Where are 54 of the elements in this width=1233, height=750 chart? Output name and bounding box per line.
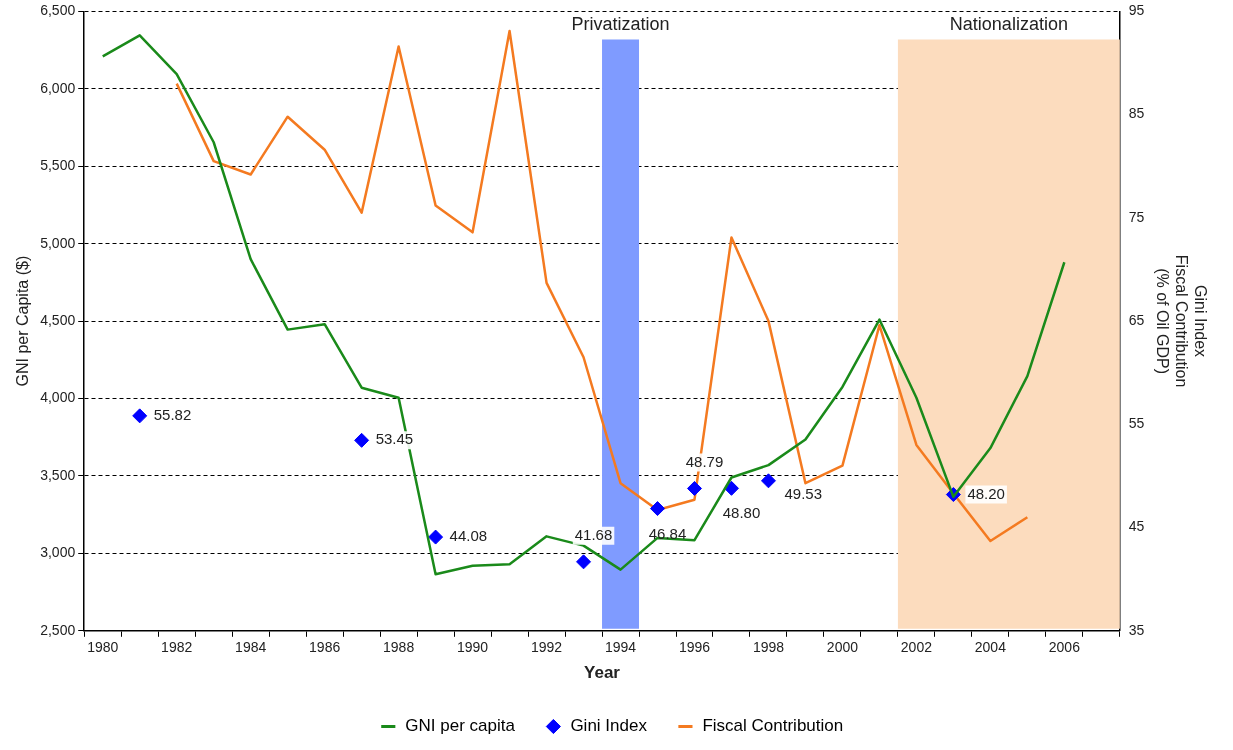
x-axis-title: Year (584, 663, 621, 683)
data-label: 48.20 (967, 484, 1005, 502)
y2-tick-label: 95 (1128, 2, 1145, 19)
y2-tick-label: 55 (1128, 415, 1145, 432)
point (650, 501, 666, 517)
y2-axis-title: Gini Index Fiscal Contribution (% of Oil GDP) (1153, 254, 1209, 388)
point (576, 554, 592, 570)
data-label: 46.84 (648, 524, 687, 542)
x-tick-label: 1988 (383, 639, 415, 656)
y-tick-label: 6,500 (40, 2, 76, 19)
data-label: 48.79 (685, 452, 724, 470)
y2-tick-label: 45 (1128, 518, 1145, 535)
x-tick-label: 1984 (235, 639, 267, 656)
y2-tick-label: 75 (1128, 208, 1145, 225)
x-tick-label: 2000 (826, 639, 859, 656)
point (687, 480, 702, 496)
y-tick-label: 6,000 (40, 79, 76, 96)
x-tick-label: 1998 (752, 639, 785, 656)
band-label: Privatization (571, 14, 670, 35)
x-tick-label: 2006 (1048, 639, 1081, 656)
point (354, 432, 370, 448)
data-label: 53.45 (375, 430, 414, 448)
y-tick-label: 3,000 (40, 544, 76, 561)
x-tick-label: 2004 (974, 639, 1007, 656)
legend-label: GNI per capita (405, 716, 516, 736)
y-tick-label: 5,500 (40, 157, 76, 174)
band-label: Nationalization (949, 14, 1068, 35)
data-label: 44.08 (449, 527, 488, 545)
x-tick-label: 2002 (900, 639, 933, 656)
legend-label: Fiscal Contribution (702, 716, 844, 736)
x-tick-label: 1986 (309, 639, 341, 656)
y-tick-label: 4,500 (40, 311, 76, 328)
y-axis-title: GNI per Capita ($) (14, 255, 32, 387)
y2-tick-label: 65 (1128, 311, 1145, 328)
y-tick-label: 4,000 (40, 389, 76, 406)
x-tick-label: 1982 (161, 639, 193, 656)
x-tick-label: 1996 (678, 639, 711, 656)
x-tick-label: 1990 (457, 639, 489, 656)
y2-tick-label: 35 (1128, 621, 1145, 638)
data-label: 55.82 (153, 406, 192, 424)
x-tick-label: 1980 (87, 639, 119, 656)
data-label: 41.68 (574, 525, 613, 543)
data-label: 49.53 (784, 484, 823, 502)
data-label: 48.80 (722, 504, 761, 522)
y-tick-label: 2,500 (40, 621, 76, 638)
point (132, 408, 148, 424)
point (760, 473, 776, 489)
x-tick-label: 1994 (604, 639, 637, 656)
y-tick-label: 5,000 (40, 234, 76, 251)
point (428, 529, 444, 545)
y2-tick-label: 85 (1128, 105, 1145, 122)
legend-label: Gini Index (570, 716, 648, 736)
y-tick-label: 3,500 (40, 466, 76, 483)
x-tick-label: 1992 (530, 639, 563, 656)
